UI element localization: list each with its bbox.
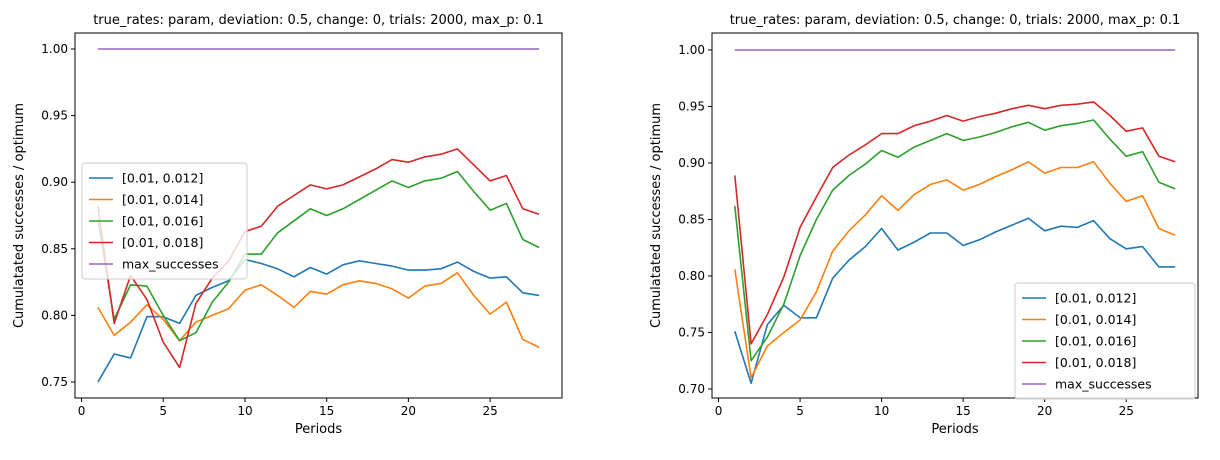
y-tick-label: 0.75 — [678, 325, 705, 339]
x-tick-label: 15 — [956, 404, 971, 418]
chart-title: true_rates: param, deviation: 0.5, chang… — [730, 13, 1181, 28]
x-tick-label: 10 — [874, 404, 889, 418]
y-tick-label: 0.85 — [678, 212, 705, 226]
legend-label: max_successes — [1055, 377, 1152, 392]
x-tick-label: 25 — [1119, 404, 1134, 418]
y-tick-label: 0.80 — [678, 269, 705, 283]
legend-label: max_successes — [122, 257, 219, 272]
x-tick-label: 0 — [78, 404, 86, 418]
x-axis-label: Periods — [295, 422, 343, 437]
x-tick-label: 15 — [319, 404, 334, 418]
x-axis-label: Periods — [931, 422, 979, 437]
x-tick-label: 25 — [482, 404, 497, 418]
y-axis-label: Cumulatated successes / optimum — [12, 103, 27, 328]
y-tick-label: 0.90 — [678, 156, 705, 170]
legend-box — [1014, 282, 1196, 400]
legend-label: [0.01, 0.016] — [122, 214, 203, 229]
y-tick-label: 0.85 — [41, 242, 68, 256]
chart-1: true_rates: param, deviation: 0.5, chang… — [12, 13, 563, 437]
series-line — [97, 258, 540, 383]
y-tick-label: 1.00 — [41, 42, 68, 56]
legend-label: [0.01, 0.018] — [122, 235, 203, 250]
x-tick-label: 20 — [401, 404, 416, 418]
series-line — [734, 119, 1176, 362]
chart-title: true_rates: param, deviation: 0.5, chang… — [93, 13, 544, 28]
chart-2: true_rates: param, deviation: 0.5, chang… — [649, 13, 1199, 437]
series-line — [97, 271, 540, 349]
plot-frame — [74, 32, 563, 399]
y-tick-label: 0.80 — [41, 308, 68, 322]
series-line — [734, 217, 1176, 385]
y-tick-label: 0.90 — [41, 175, 68, 189]
x-tick-label: 5 — [796, 404, 804, 418]
y-tick-label: 0.95 — [41, 109, 68, 123]
series-line — [734, 101, 1176, 345]
x-tick-label: 5 — [159, 404, 167, 418]
legend-label: [0.01, 0.012] — [1055, 291, 1136, 306]
series-group — [97, 48, 540, 383]
y-axis-label: Cumulatated successes / optimum — [649, 103, 664, 328]
series-line — [97, 170, 540, 342]
legend: [0.01, 0.012] [0.01, 0.014] [0.01, 0.016] [… — [1014, 282, 1196, 400]
y-tick-label: 0.95 — [678, 99, 705, 113]
y-tick-label: 1.00 — [678, 43, 705, 57]
y-tick-label: 0.70 — [678, 382, 705, 396]
series-group — [734, 49, 1176, 385]
legend: [0.01, 0.012] [0.01, 0.014] [0.01, 0.016] [… — [81, 162, 248, 280]
legend-label: [0.01, 0.014] — [122, 192, 203, 207]
legend-label: [0.01, 0.018] — [1055, 355, 1136, 370]
legend-label: [0.01, 0.014] — [1055, 312, 1136, 327]
y-tick-label: 0.75 — [41, 375, 68, 389]
x-tick-label: 0 — [715, 404, 723, 418]
legend-label: [0.01, 0.016] — [1055, 334, 1136, 349]
legend-box — [81, 162, 248, 280]
series-line — [734, 161, 1176, 379]
series-line — [97, 148, 540, 369]
legend-label: [0.01, 0.012] — [122, 171, 203, 186]
x-tick-label: 20 — [1037, 404, 1052, 418]
x-tick-label: 10 — [237, 404, 252, 418]
plot-frame — [711, 32, 1199, 399]
